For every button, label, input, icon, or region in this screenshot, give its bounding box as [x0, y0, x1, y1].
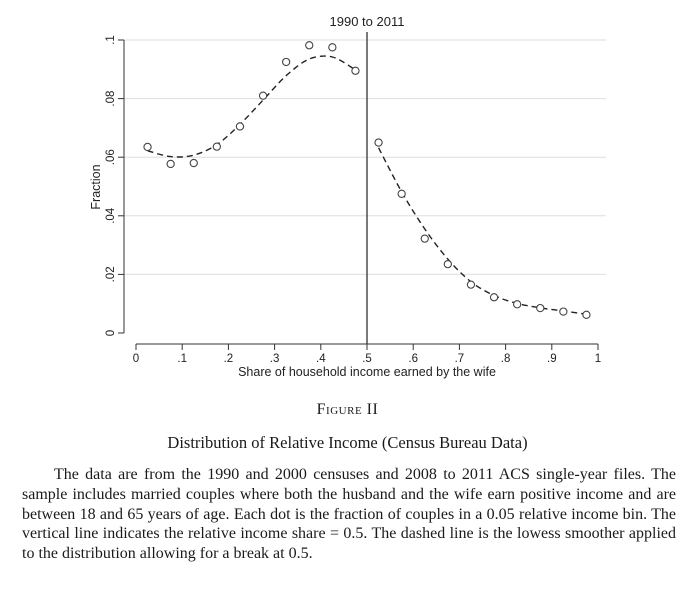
data-point	[489, 293, 499, 302]
data-point	[466, 280, 476, 289]
x-tick-label: .4	[316, 353, 326, 365]
data-point	[235, 122, 245, 131]
data-point	[582, 310, 591, 319]
y-tick-label: .06	[105, 149, 117, 165]
chart-title: 1990 to 2011	[330, 14, 405, 29]
smoother-line-left	[147, 55, 356, 158]
x-tick-label: .7	[455, 353, 465, 365]
figure-title: Distribution of Relative Income (Census …	[167, 433, 528, 452]
data-points	[143, 41, 591, 319]
data-point	[328, 43, 337, 52]
data-point	[166, 159, 175, 169]
data-point	[143, 142, 152, 152]
x-tick-label: .6	[408, 353, 418, 365]
x-tick-label: .5	[362, 353, 372, 365]
data-point	[189, 158, 198, 168]
y-tick-label: .04	[105, 207, 117, 224]
x-tick-label: 0	[133, 353, 139, 365]
x-tick-label: .8	[501, 353, 511, 365]
smoother-line-right	[377, 147, 587, 315]
chart-area: 1990 to 2011 0 .02 .04 .06 .08 .1 0 .1 .2 .3 .4 .5.…	[89, 14, 606, 379]
data-point	[536, 303, 545, 313]
data-point	[443, 259, 452, 269]
data-point	[258, 91, 268, 100]
x-tick-label: 1	[595, 353, 601, 365]
y-tick-label: .1	[105, 35, 117, 45]
data-point	[281, 57, 291, 67]
x-tick-label: .9	[547, 353, 557, 365]
x-tick-label: .1	[177, 353, 187, 365]
data-point	[559, 307, 568, 316]
y-tick-label: .02	[105, 266, 117, 282]
data-point	[374, 138, 383, 147]
data-point	[305, 41, 314, 50]
y-tick-label: 0	[105, 330, 117, 336]
axes: 0 .02 .04 .06 .08 .1 0 .1 .2 .3 .4 .5 .6 .7 .8 .9 1	[105, 35, 601, 365]
x-tick-label: .2	[224, 353, 234, 365]
data-point	[420, 234, 429, 243]
relative-income-chart: 1990 to 2011 0 .02 .04 .06 .08 .1 0 .1 .2 .3 .4 .5.…	[89, 14, 606, 379]
data-point	[351, 66, 360, 75]
data-point	[397, 189, 406, 198]
data-point	[513, 300, 522, 309]
figure-note: The data are from the 1990 and 2000 cens…	[22, 466, 676, 563]
x-tick-label: .3	[270, 353, 280, 365]
data-point	[212, 142, 221, 151]
x-axis-label: Share of household income earned by the …	[238, 365, 496, 379]
gridlines	[124, 39, 606, 275]
y-tick-label: .08	[105, 91, 117, 107]
y-axis-label: Fraction	[89, 164, 103, 209]
smoother-lines	[147, 32, 587, 344]
figure-label: Figure II	[316, 401, 379, 418]
